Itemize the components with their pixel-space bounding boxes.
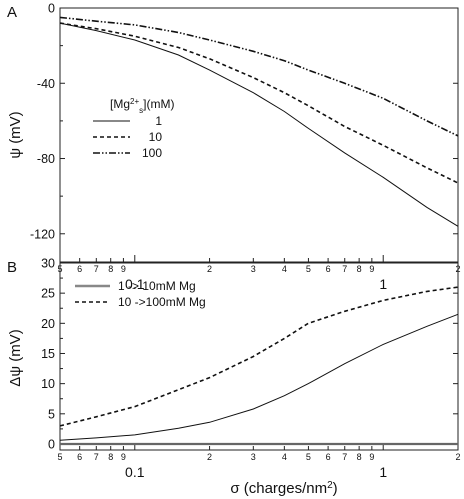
x-minor-tick-label: 2 — [207, 452, 212, 462]
x-minor-tick-label: 2 — [455, 452, 460, 462]
legend-label-2: 10 ->100mM Mg — [118, 295, 206, 309]
legend-title: [Mg2+s](mM) — [110, 97, 174, 115]
x-minor-tick-label: 7 — [94, 264, 99, 274]
plot-frame — [59, 262, 459, 451]
y-tick-label: 30 — [41, 257, 55, 271]
x-minor-tick-label: 7 — [94, 452, 99, 462]
y-tick-label: 25 — [41, 287, 55, 301]
y-tick-label: 15 — [41, 347, 55, 361]
x-axis-label-suffix: ) — [333, 480, 338, 497]
x-minor-tick-label: 5 — [306, 452, 311, 462]
x-minor-tick-label: 3 — [251, 452, 256, 462]
y-axis-label: Δψ (mV) — [7, 329, 24, 386]
x-minor-tick-label: 6 — [77, 452, 82, 462]
x-minor-tick-label: 6 — [326, 264, 331, 274]
x-minor-tick-label: 8 — [108, 264, 113, 274]
legend-title-subscript: s — [139, 106, 143, 115]
panel-letter: A — [7, 4, 17, 21]
x-minor-tick-label: 9 — [121, 452, 126, 462]
legend-title-suffix: ](mM) — [143, 97, 174, 111]
x-axis-label: σ (charges/nm2) — [230, 480, 337, 498]
legend: 1 -> 10mM Mg 10 ->100mM Mg — [75, 279, 206, 309]
series-line-1 — [59, 22, 459, 227]
y-tick-label: -40 — [37, 77, 55, 91]
x-major-tick-label: 0.1 — [125, 276, 145, 292]
x-minor-tick-label: 3 — [251, 264, 256, 274]
legend-label-1: 1 -> 10mM Mg — [118, 279, 196, 293]
x-major-tick-label: 1 — [379, 464, 387, 480]
x-minor-tick-label: 9 — [369, 264, 374, 274]
y-tick-label: -80 — [37, 152, 55, 166]
x-minor-tick-label: 5 — [306, 264, 311, 274]
y-tick-label: 20 — [41, 317, 55, 331]
x-minor-tick-label: 7 — [342, 452, 347, 462]
y-tick-label: 10 — [41, 377, 55, 391]
x-minor-tick-label: 8 — [357, 264, 362, 274]
legend-label-3: 100 — [142, 146, 162, 160]
x-minor-tick-label: 7 — [342, 264, 347, 274]
series-line-2 — [59, 22, 459, 184]
x-minor-tick-label: 9 — [369, 452, 374, 462]
y-tick-label: 5 — [48, 407, 55, 421]
x-minor-tick-label: 4 — [282, 452, 287, 462]
x-minor-tick-label: 4 — [282, 264, 287, 274]
x-minor-tick-label: 8 — [108, 452, 113, 462]
series-line-2 — [59, 286, 459, 427]
legend-title-prefix: [Mg — [110, 97, 130, 111]
y-axis-label: ψ (mV) — [7, 111, 24, 158]
x-minor-tick-label: 8 — [357, 452, 362, 462]
legend-label-1: 1 — [155, 114, 162, 128]
panel-letter: B — [7, 259, 17, 276]
y-tick-label: -120 — [30, 227, 55, 241]
x-minor-tick-label: 9 — [121, 264, 126, 274]
y-tick-label: 0 — [48, 437, 55, 451]
x-axis-label-superscript: 2 — [327, 480, 333, 491]
x-minor-tick-label: 6 — [77, 264, 82, 274]
y-tick-label: 0 — [48, 2, 55, 16]
x-minor-tick-label: 5 — [57, 452, 62, 462]
x-major-tick-label: 1 — [379, 276, 387, 292]
legend-title-superscript: 2+ — [130, 97, 139, 106]
x-axis-label-text: σ (charges/nm — [230, 480, 327, 497]
x-major-tick-label: 0.1 — [125, 464, 145, 480]
x-minor-tick-label: 6 — [326, 452, 331, 462]
x-minor-tick-label: 2 — [207, 264, 212, 274]
series-line-1 — [59, 313, 459, 441]
series-line-3 — [59, 16, 459, 137]
legend-label-2: 10 — [149, 130, 163, 144]
plot-frame — [59, 7, 459, 263]
